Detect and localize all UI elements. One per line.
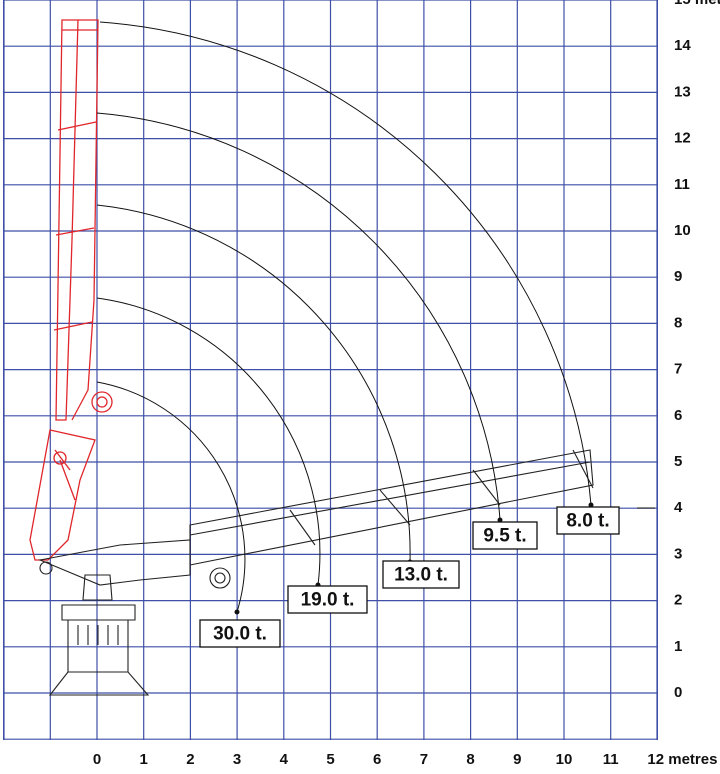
x-tick-label: 5 xyxy=(326,751,334,768)
y-tick-label: 3 xyxy=(674,545,682,562)
reach-arc xyxy=(96,112,501,521)
x-tick-label: 2 xyxy=(186,751,194,768)
load-box xyxy=(199,619,281,648)
y-tick-label: 13 xyxy=(674,83,691,100)
y-tick-label: 2 xyxy=(674,592,682,609)
reach-arc xyxy=(99,21,592,506)
x-tick-label: 1 xyxy=(140,751,148,768)
y-tick-label: 0 xyxy=(674,684,682,701)
x-tick-label: 6 xyxy=(373,751,381,768)
y-tick-label: 5 xyxy=(674,453,682,470)
crane-drawing xyxy=(29,19,594,696)
x-tick-label: 0 xyxy=(93,751,101,768)
hook-point xyxy=(588,502,594,508)
load-label: 13.0 t. xyxy=(394,565,448,586)
x-tick-label: 3 xyxy=(233,751,241,768)
labels: 15 metres1413121110987654321001234567891… xyxy=(93,0,720,768)
y-tick-label: 9 xyxy=(674,268,682,285)
reach-arc xyxy=(96,204,411,563)
y-tick-label: 11 xyxy=(674,176,690,193)
reach-arc xyxy=(96,381,246,613)
reach-arc xyxy=(96,297,321,586)
load-label: 8.0 t. xyxy=(566,511,609,532)
x-tick-label: 8 xyxy=(466,751,474,768)
y-tick-label: 1 xyxy=(674,638,682,655)
load-box xyxy=(382,560,460,589)
hook-point xyxy=(497,517,503,523)
y-tick-label: 15 metres xyxy=(674,0,720,8)
load-box xyxy=(472,521,538,550)
load-label: 9.5 t. xyxy=(483,526,526,547)
y-tick-label: 7 xyxy=(674,361,682,378)
reach-arcs xyxy=(96,21,594,615)
load-box xyxy=(287,585,368,614)
x-tick-label: 7 xyxy=(420,751,428,768)
hook-point xyxy=(234,609,240,615)
x-tick-label: 9 xyxy=(513,751,521,768)
y-tick-label: 8 xyxy=(674,314,682,331)
y-tick-label: 10 xyxy=(674,222,691,239)
load-label: 30.0 t. xyxy=(213,624,267,645)
x-tick-label: 11 xyxy=(603,751,619,768)
x-tick-label: 12 metres xyxy=(647,751,717,768)
load-box xyxy=(556,506,620,535)
load-label: 19.0 t. xyxy=(301,590,355,611)
y-tick-label: 6 xyxy=(674,407,682,424)
x-tick-label: 10 xyxy=(556,751,573,768)
grid xyxy=(2,0,659,740)
y-tick-label: 14 xyxy=(674,37,691,54)
y-tick-label: 4 xyxy=(674,499,683,516)
x-tick-label: 4 xyxy=(280,751,289,768)
y-tick-label: 12 xyxy=(674,130,691,147)
